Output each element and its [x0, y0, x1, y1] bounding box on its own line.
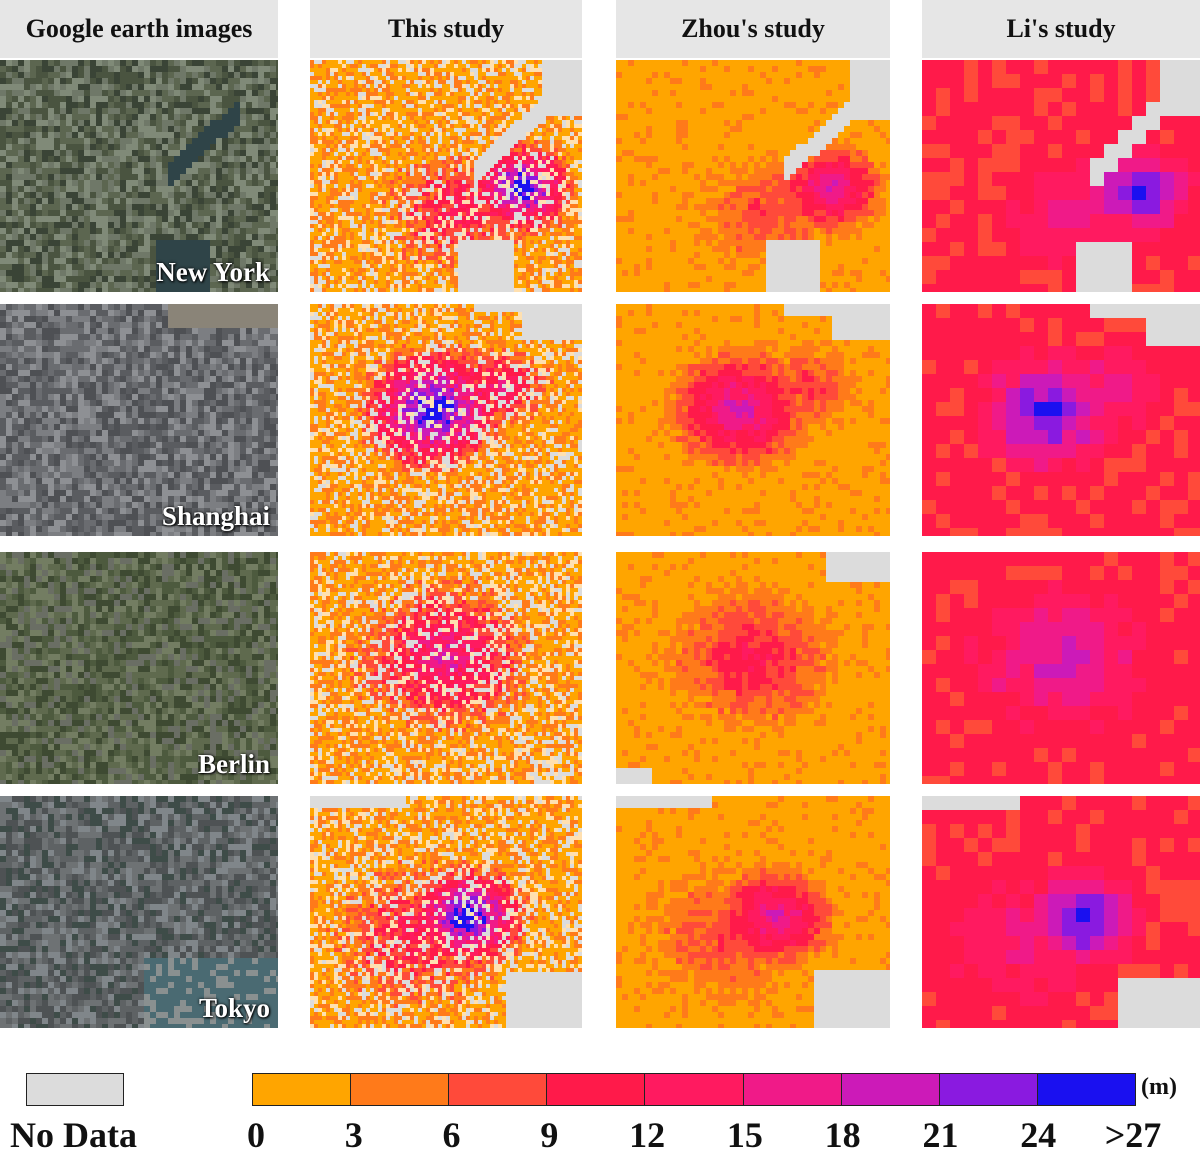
- city-label: Berlin: [198, 749, 270, 780]
- height-colorbar: [252, 1073, 1136, 1106]
- colorbar-segment: [1038, 1074, 1135, 1105]
- column-header-zhou-study: Zhou's study: [616, 0, 890, 58]
- map-tile-shanghai-li-study: [922, 304, 1200, 536]
- map-tile-new-york-this-study: [310, 60, 582, 292]
- map-tile-berlin-google-earth: Berlin: [0, 552, 278, 784]
- column-header-this-study: This study: [310, 0, 582, 58]
- nodata-swatch: [26, 1073, 124, 1106]
- map-tile-new-york-google-earth: New York: [0, 60, 278, 292]
- colorbar-segment: [449, 1074, 547, 1105]
- map-tile-shanghai-google-earth: Shanghai: [0, 304, 278, 536]
- column-header-google-earth: Google earth images: [0, 0, 278, 58]
- map-tile-new-york-zhou-study: [616, 60, 890, 292]
- city-label: New York: [156, 257, 270, 288]
- column-header-li-study: Li's study: [922, 0, 1200, 58]
- map-tile-berlin-this-study: [310, 552, 582, 784]
- map-tile-tokyo-zhou-study: [616, 796, 890, 1028]
- map-tile-shanghai-zhou-study: [616, 304, 890, 536]
- colorbar-segment: [351, 1074, 449, 1105]
- city-label: Tokyo: [199, 993, 270, 1024]
- map-tile-berlin-li-study: [922, 552, 1200, 784]
- colorbar-segment: [744, 1074, 842, 1105]
- colorbar-segment: [253, 1074, 351, 1105]
- colorbar-unit: (m): [1141, 1074, 1177, 1101]
- map-tile-new-york-li-study: [922, 60, 1200, 292]
- colorbar-segment: [645, 1074, 743, 1105]
- map-tile-tokyo-google-earth: Tokyo: [0, 796, 278, 1028]
- colorbar-segment: [842, 1074, 940, 1105]
- map-tile-berlin-zhou-study: [616, 552, 890, 784]
- city-label: Shanghai: [162, 501, 270, 532]
- map-tile-shanghai-this-study: [310, 304, 582, 536]
- colorbar-segment: [547, 1074, 645, 1105]
- map-tile-tokyo-li-study: [922, 796, 1200, 1028]
- map-tile-tokyo-this-study: [310, 796, 582, 1028]
- colorbar-segment: [940, 1074, 1038, 1105]
